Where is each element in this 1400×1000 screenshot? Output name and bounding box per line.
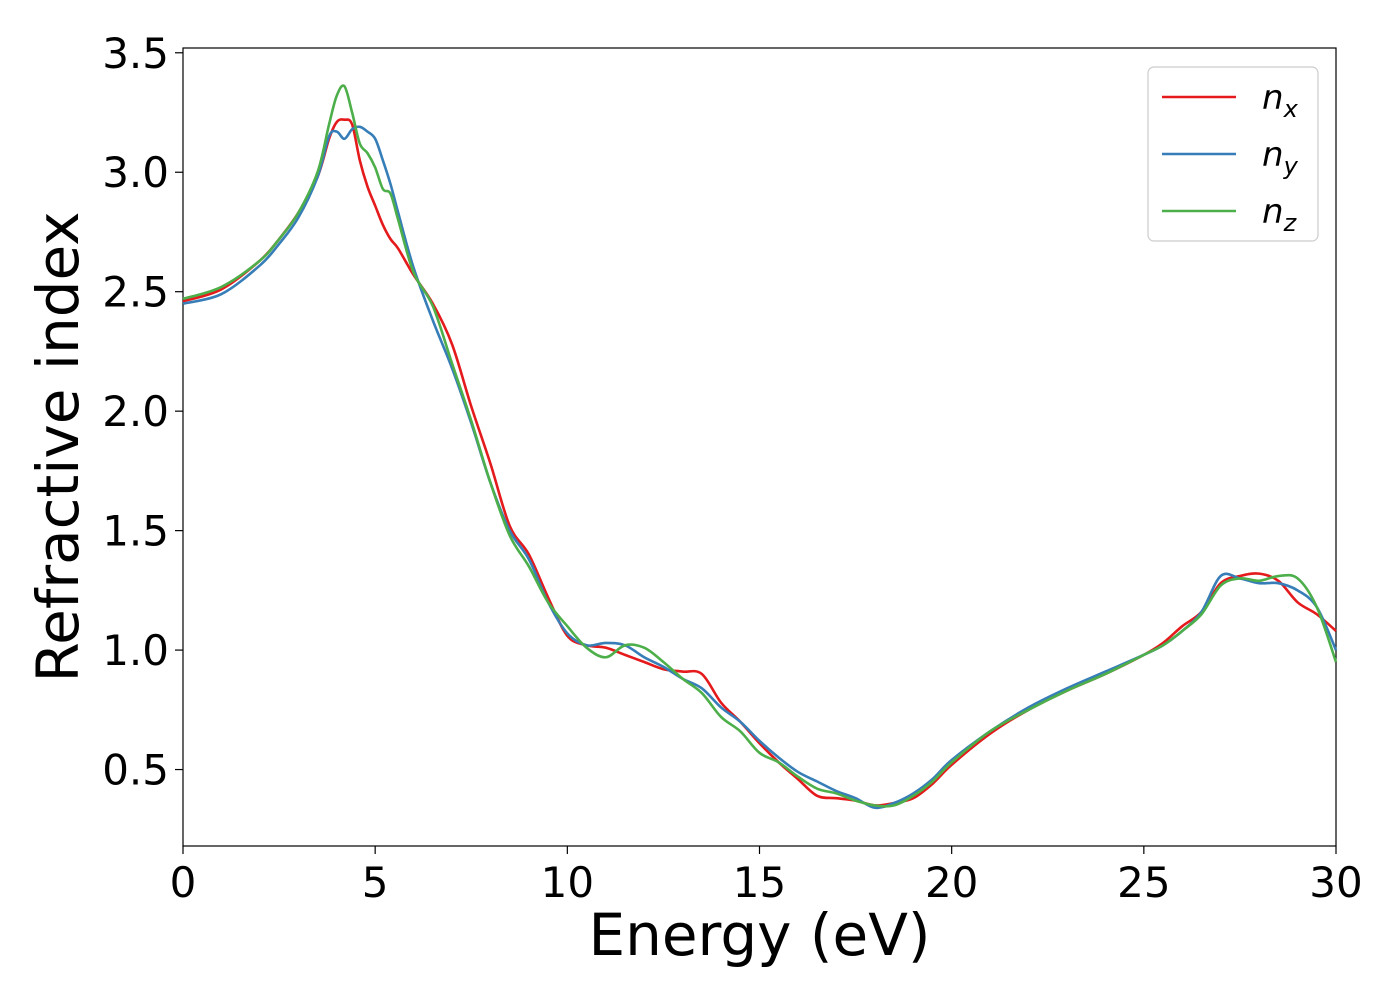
series-line-nz xyxy=(182,84,1338,808)
legend-label-base: n xyxy=(1262,78,1284,118)
legend-label-base: n xyxy=(1262,135,1284,175)
y-tick-label: 3.0 xyxy=(102,148,169,197)
plot-area xyxy=(182,47,1337,847)
y-tick-label: 2.5 xyxy=(102,268,169,317)
plot-frame xyxy=(182,47,1337,847)
x-tick-label: 25 xyxy=(1117,858,1170,907)
y-tick-label: 1.0 xyxy=(102,626,169,675)
x-tick-label: 0 xyxy=(170,858,197,907)
y-tick-label: 2.0 xyxy=(102,387,169,436)
legend-label-ny: ny xyxy=(1262,135,1299,180)
y-tick-label: 1.5 xyxy=(102,507,169,556)
y-tick-label: 0.5 xyxy=(102,746,169,795)
x-axis-label: Energy (eV) xyxy=(588,901,930,969)
legend-label-subscript: y xyxy=(1283,152,1299,180)
legend-label-base: n xyxy=(1262,192,1284,232)
legend-label-subscript: x xyxy=(1283,95,1299,123)
x-tick-label: 30 xyxy=(1309,858,1362,907)
y-axis: 0.5 1.0 1.5 2.0 2.5 3.0 3.5 xyxy=(102,29,183,795)
x-tick-label: 15 xyxy=(733,858,786,907)
y-tick-label: 3.5 xyxy=(102,29,169,78)
x-axis: 0 5 10 15 20 25 30 xyxy=(170,846,1363,907)
legend-label-nz: nz xyxy=(1262,192,1298,237)
x-tick-label: 10 xyxy=(541,858,594,907)
x-tick-label: 5 xyxy=(362,858,389,907)
legend-label-subscript: z xyxy=(1283,209,1298,237)
legend-label-nx: nx xyxy=(1262,78,1299,123)
x-tick-label: 20 xyxy=(925,858,978,907)
series-layer xyxy=(182,84,1338,810)
y-axis-label: Refractive index xyxy=(24,211,92,682)
